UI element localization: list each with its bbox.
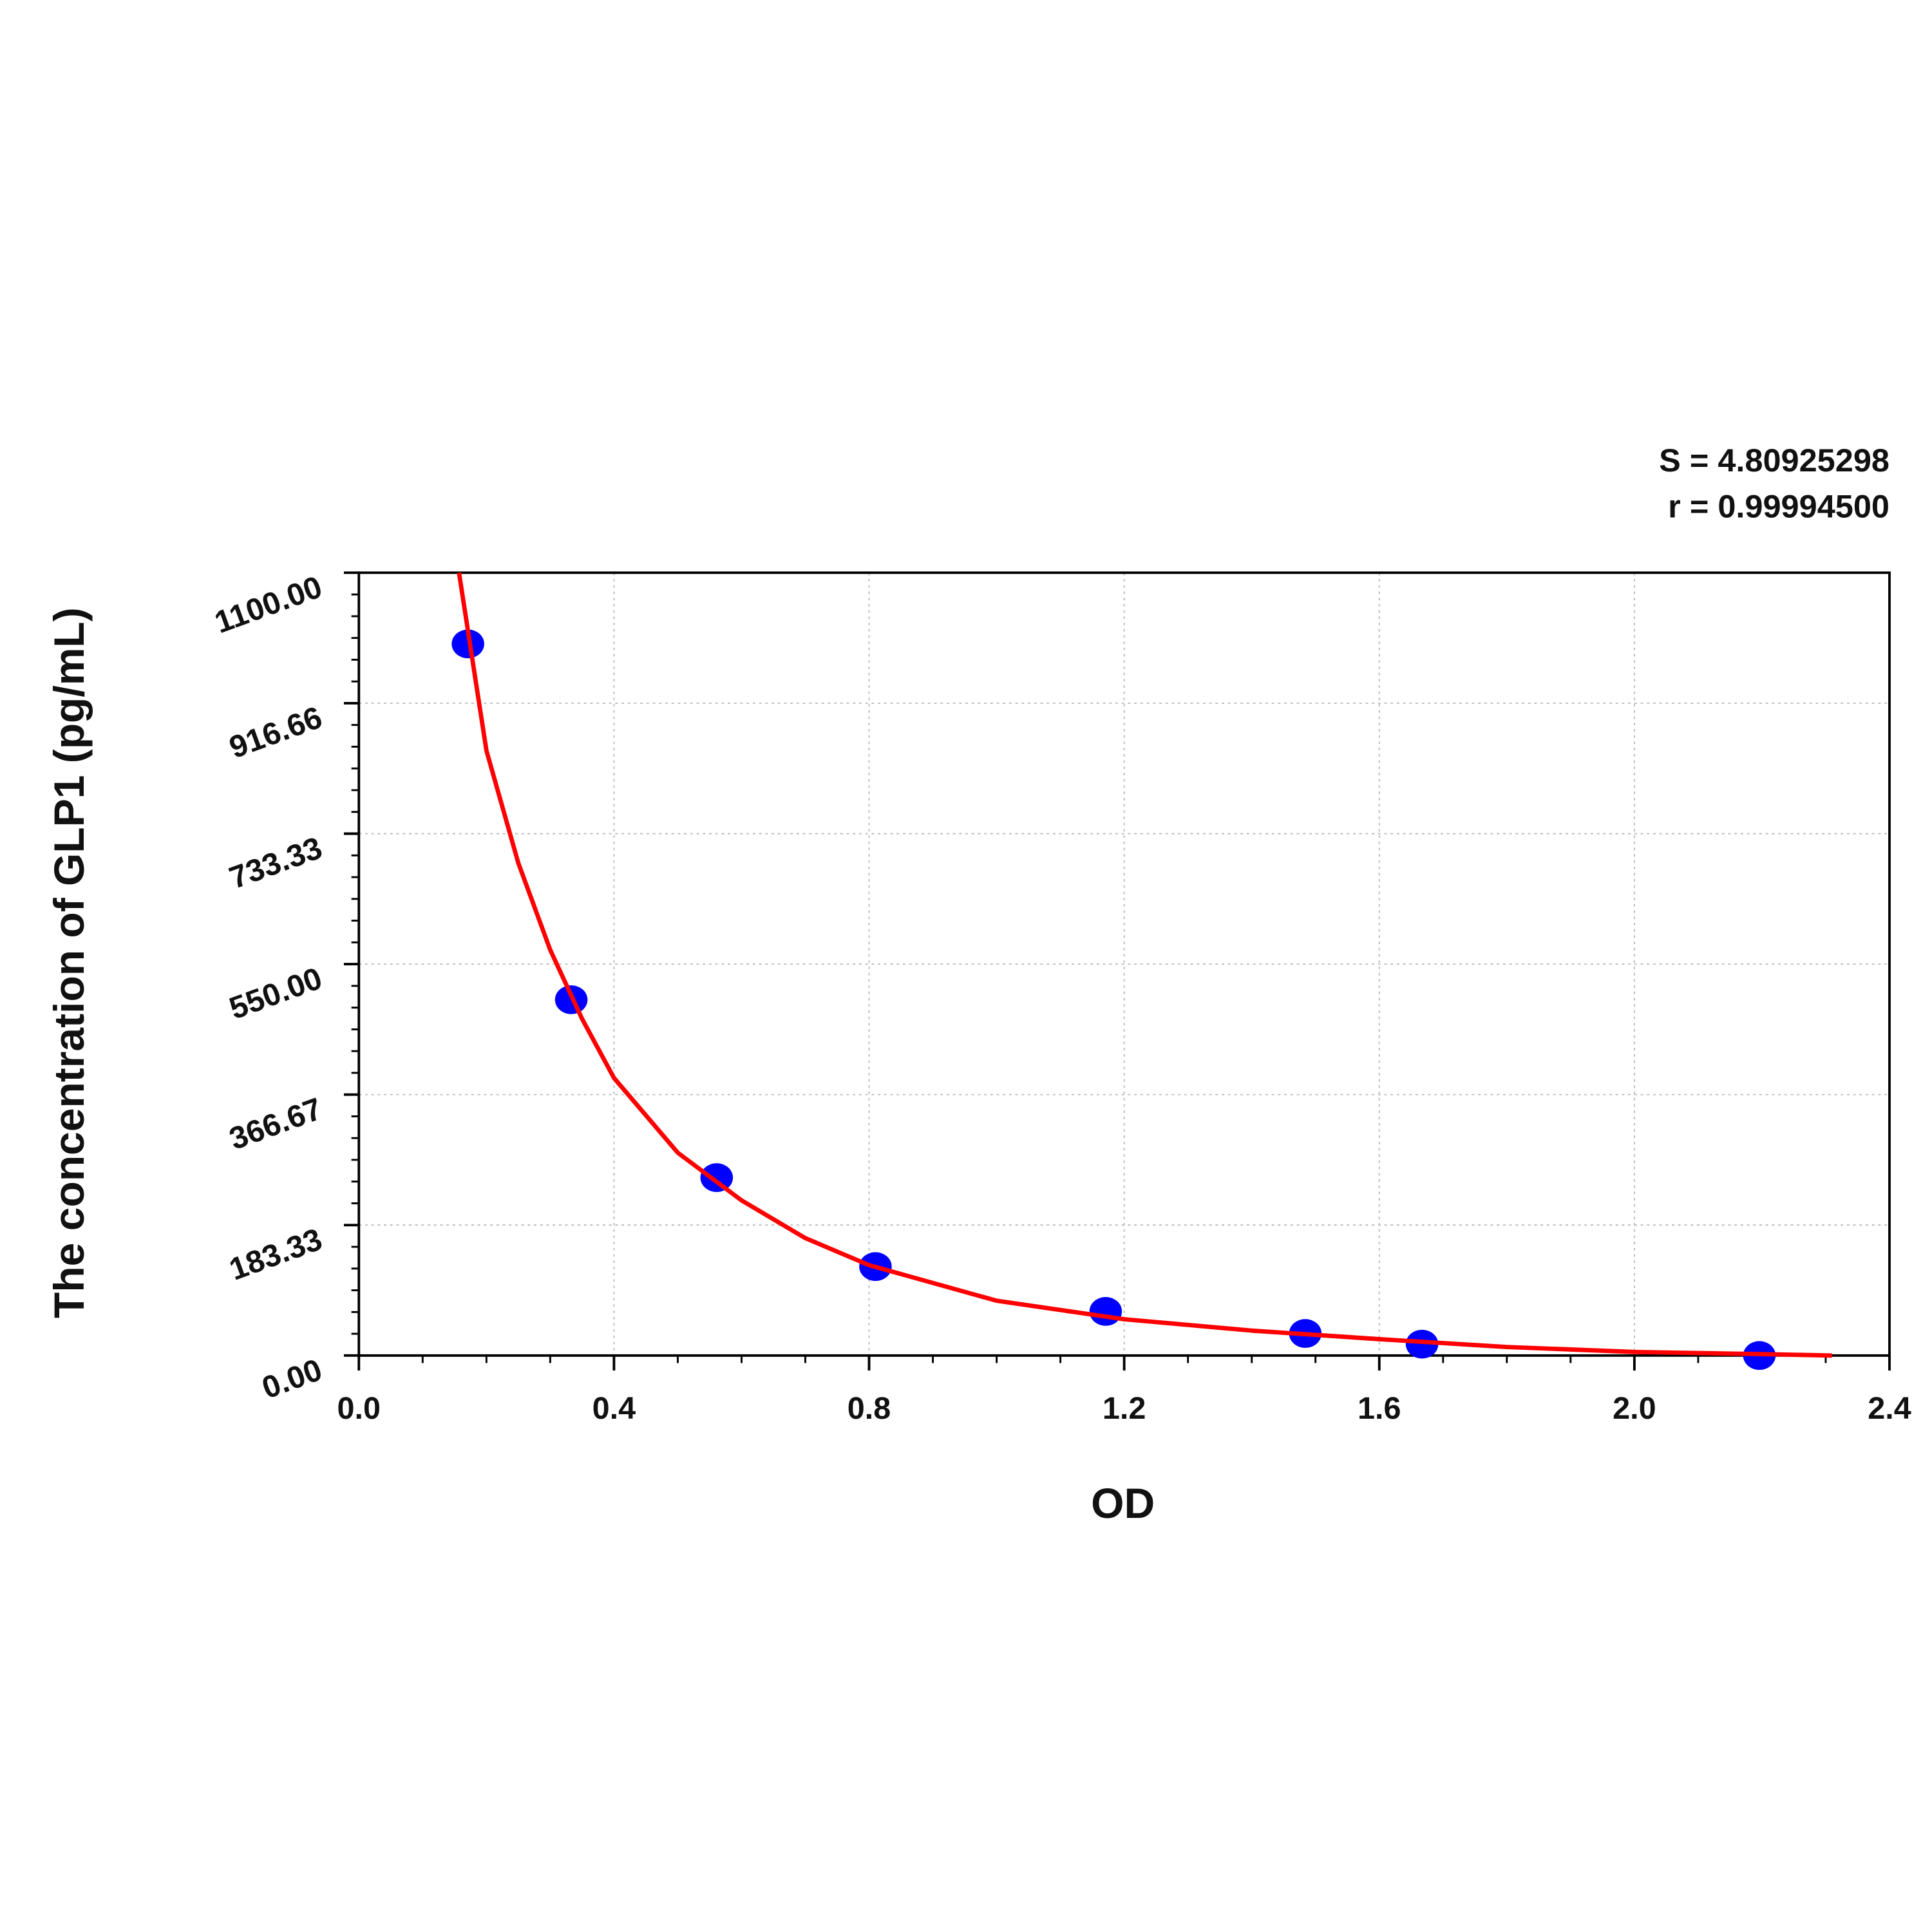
x-tick-label: 2.4 xyxy=(1868,1391,1911,1426)
x-tick-label: 0.4 xyxy=(592,1391,636,1426)
x-tick-label: 0.8 xyxy=(848,1391,891,1426)
data-point xyxy=(1405,1329,1439,1359)
x-tick-label: 2.0 xyxy=(1613,1391,1656,1426)
fit-curve xyxy=(457,572,1832,1358)
x-axis-title: OD xyxy=(1091,1479,1155,1527)
data-point xyxy=(700,1163,734,1192)
x-tick-label: 1.2 xyxy=(1103,1391,1146,1426)
y-axis-title: The concentration of GLP1 (pg/mL) xyxy=(45,607,93,1318)
x-tick-label: 1.6 xyxy=(1358,1391,1401,1426)
annotation: r = 0.99994500 xyxy=(1668,488,1889,525)
annotation: S = 4.80925298 xyxy=(1659,442,1889,478)
plot-frame xyxy=(357,571,1891,1357)
x-tick-label: 0.0 xyxy=(337,1391,381,1426)
data-point xyxy=(1089,1297,1122,1326)
